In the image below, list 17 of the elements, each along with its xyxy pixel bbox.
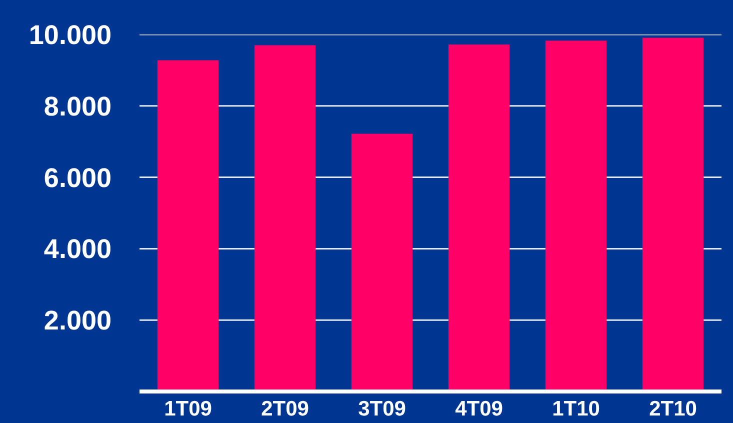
y-tick-label: 2.000 bbox=[44, 306, 112, 336]
x-tick-label: 1T10 bbox=[552, 398, 600, 420]
bar bbox=[545, 40, 607, 392]
y-tick-label: 6.000 bbox=[44, 162, 112, 193]
y-tick-label: 8.000 bbox=[44, 91, 112, 122]
bar bbox=[254, 45, 316, 392]
bar bbox=[351, 134, 413, 392]
y-tick-label: 10.000 bbox=[28, 20, 112, 50]
y-tick-label: 4.000 bbox=[44, 234, 112, 264]
x-tick-label: 3T09 bbox=[358, 398, 406, 420]
bar bbox=[642, 38, 704, 392]
bar bbox=[157, 60, 219, 392]
x-tick-label: 4T09 bbox=[455, 398, 503, 420]
bar bbox=[448, 44, 510, 392]
x-tick-label: 2T09 bbox=[261, 398, 309, 420]
x-tick-label: 2T10 bbox=[649, 398, 697, 420]
x-tick-label: 1T09 bbox=[164, 398, 212, 420]
